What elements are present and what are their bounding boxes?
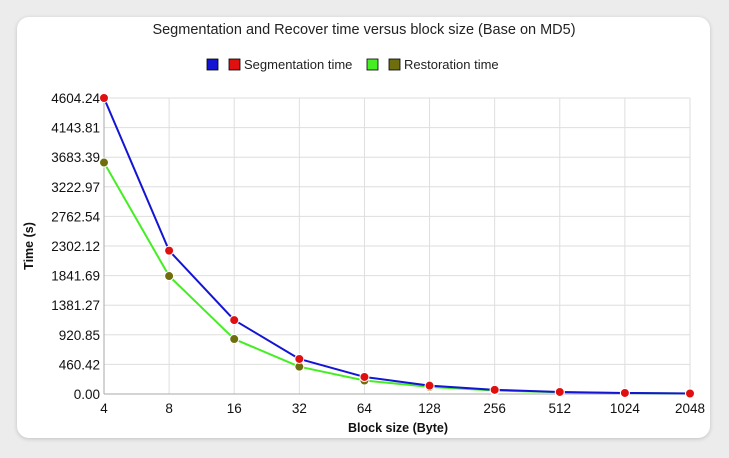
legend-restoration-label: Restoration time (404, 57, 499, 72)
x-tick-label: 16 (227, 401, 242, 416)
segmentation-point-256[interactable] (489, 384, 500, 395)
y-tick-label: 0.00 (74, 387, 100, 402)
x-tick-label: 2048 (675, 401, 705, 416)
y-tick-label: 2762.54 (51, 209, 100, 224)
x-tick-label: 256 (483, 401, 506, 416)
segmentation-point-2048[interactable] (685, 388, 695, 399)
y-tick-label: 2302.12 (51, 239, 100, 254)
grid (103, 97, 691, 395)
segmentation-point-64[interactable] (359, 371, 370, 382)
segmentation-series-line (103, 97, 691, 395)
legend-restoration-marker-swatch (388, 58, 401, 71)
y-tick-label: 4604.24 (51, 91, 100, 106)
x-tick-label: 128 (418, 401, 441, 416)
restoration-series-line (103, 162, 691, 395)
restoration-point-8[interactable] (164, 271, 175, 282)
legend-segmentation-line-swatch (206, 58, 219, 71)
x-tick-label: 32 (292, 401, 307, 416)
x-tick-label: 64 (357, 401, 373, 416)
y-tick-label: 3222.97 (51, 180, 100, 195)
y-tick-label: 4143.81 (51, 121, 100, 136)
segmentation-point-32[interactable] (294, 353, 305, 364)
y-axis-ticks: 0.00 460.42 920.85 1381.27 1841.69 2302.12 276… (51, 91, 100, 402)
x-tick-label: 4 (100, 401, 108, 416)
x-axis-ticks: 4 8 16 32 64 128 256 512 1024 2048 (100, 401, 705, 416)
x-tick-label: 1024 (610, 401, 641, 416)
chart-title: Segmentation and Recover time versus blo… (152, 22, 575, 38)
x-tick-label: 512 (549, 401, 572, 416)
legend-segmentation-label: Segmentation time (244, 57, 352, 72)
y-tick-label: 1841.69 (51, 269, 100, 284)
restoration-point-16[interactable] (229, 334, 240, 345)
x-tick-label: 8 (165, 401, 173, 416)
series-layer (99, 93, 695, 399)
y-tick-label: 460.42 (59, 357, 100, 372)
legend: Segmentation time Restoration time (206, 57, 499, 72)
segmentation-point-8[interactable] (164, 245, 175, 256)
legend-restoration-line-swatch (366, 58, 379, 71)
segmentation-point-4[interactable] (99, 93, 109, 103)
segmentation-point-1024[interactable] (619, 387, 630, 398)
y-tick-label: 920.85 (59, 328, 100, 343)
y-tick-label: 3683.39 (51, 150, 100, 165)
segmentation-point-512[interactable] (554, 386, 565, 397)
x-axis-label: Block size (Byte) (348, 421, 448, 435)
chart-card (17, 17, 710, 438)
segmentation-point-128[interactable] (424, 380, 435, 391)
segmentation-point-16[interactable] (229, 315, 240, 326)
legend-segmentation-marker-swatch (228, 58, 241, 71)
restoration-point-4[interactable] (99, 157, 109, 168)
y-axis-label: Time (s) (22, 222, 36, 270)
y-tick-label: 1381.27 (51, 298, 100, 313)
